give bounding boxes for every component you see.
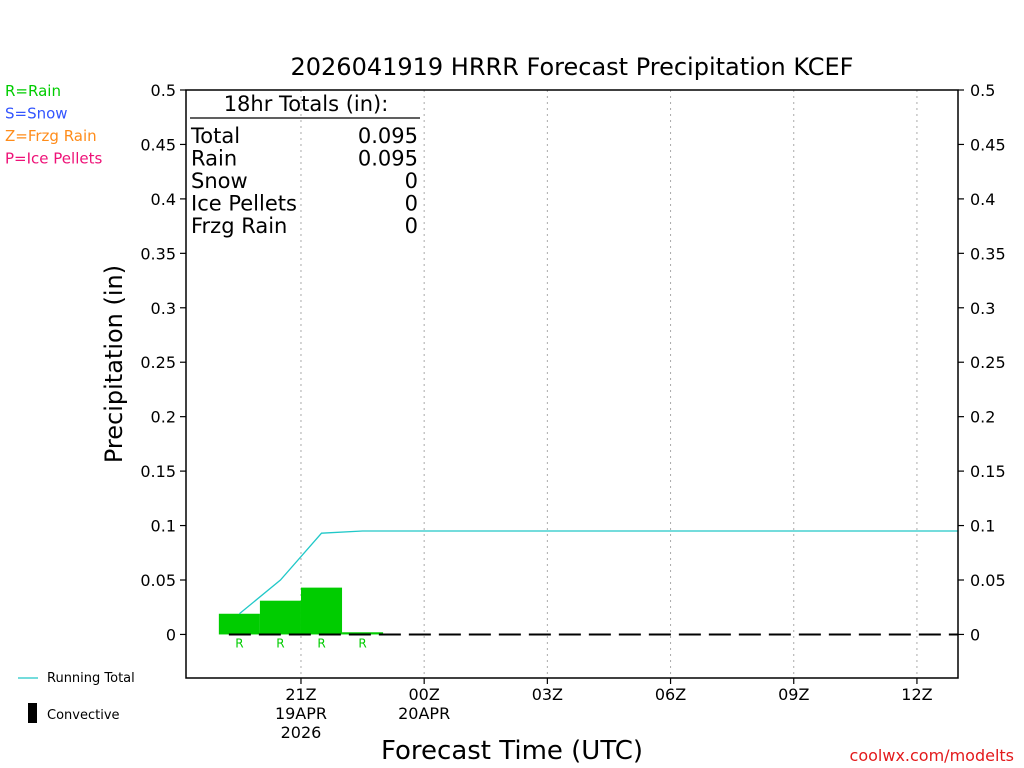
- ptype-legend-entry: S=Snow: [5, 105, 68, 123]
- y-tick-label-left: 0.4: [151, 190, 176, 209]
- series-legend: Running Total Convective: [18, 671, 135, 723]
- convective-legend-swatch: [28, 703, 37, 723]
- grid-lines: [300, 90, 918, 678]
- y-tick-label-right: 0.05: [970, 571, 1006, 590]
- x-axis-label: Forecast Time (UTC): [381, 736, 643, 766]
- x-tick-label: 21Z: [285, 685, 316, 704]
- totals-row-label: Total: [190, 124, 240, 148]
- totals-row-label: Snow: [191, 169, 248, 193]
- x-tick-label: 12Z: [901, 685, 932, 704]
- x-tick-label: 09Z: [778, 685, 809, 704]
- totals-row-label: Frzg Rain: [191, 214, 287, 238]
- y-tick-label-right: 0.3: [970, 299, 995, 318]
- convective-legend-label: Convective: [47, 708, 120, 723]
- y-tick-label-right: 0: [970, 625, 980, 644]
- totals-row-value: 0: [405, 169, 418, 193]
- y-tick-label-left: 0.05: [140, 571, 176, 590]
- x-tick-label: 20APR: [398, 704, 450, 723]
- y-tick-label-right: 0.15: [970, 462, 1006, 481]
- ptype-legend-entry: P=Ice Pellets: [5, 150, 102, 168]
- precip-bar: [342, 632, 384, 635]
- chart-title: 2026041919 HRRR Forecast Precipitation K…: [290, 53, 853, 81]
- precip-type-label: R: [358, 636, 366, 650]
- running-total-series: [238, 530, 958, 615]
- precip-bar: [259, 600, 301, 635]
- running-total-legend-label: Running Total: [47, 671, 135, 686]
- y-tick-label-right: 0.45: [970, 135, 1006, 154]
- precip-bar: [300, 587, 343, 635]
- y-tick-label-right: 0.2: [970, 408, 995, 427]
- x-tick-label: 19APR: [275, 704, 327, 723]
- credit-link[interactable]: coolwx.com/modelts: [850, 746, 1014, 765]
- totals-row-value: 0: [405, 214, 418, 238]
- precip-type-legend: R=Rain S=Snow Z=Frzg Rain P=Ice Pellets: [5, 82, 102, 168]
- precip-bars: [218, 587, 384, 635]
- running-total-line: [238, 530, 958, 615]
- y-tick-label-left: 0.2: [151, 408, 176, 427]
- totals-row-value: 0.095: [358, 124, 418, 148]
- y-tick-label-right: 0.4: [970, 190, 995, 209]
- y-tick-label-right: 0.35: [970, 244, 1006, 263]
- x-tick-label: 00Z: [409, 685, 440, 704]
- totals-box: 18hr Totals (in): Total 0.095 Rain 0.095 Snow…: [190, 92, 420, 238]
- y-tick-label-left: 0.5: [151, 81, 176, 100]
- precip-type-label: R: [317, 636, 325, 650]
- ptype-legend-entry: Z=Frzg Rain: [5, 127, 97, 145]
- ptype-legend-entry: R=Rain: [5, 82, 61, 100]
- y-tick-label-left: 0.1: [151, 517, 176, 536]
- precip-type-label: R: [276, 636, 284, 650]
- y-axis-label: Precipitation (in): [100, 265, 128, 463]
- y-tick-label-left: 0.15: [140, 462, 176, 481]
- precip-type-label: R: [235, 636, 243, 650]
- y-tick-label-left: 0.35: [140, 244, 176, 263]
- y-tick-label-left: 0: [166, 625, 176, 644]
- y-tick-label-left: 0.3: [151, 299, 176, 318]
- precip-bar: [218, 613, 260, 635]
- totals-header: 18hr Totals (in):: [224, 92, 389, 116]
- x-tick-label: 06Z: [655, 685, 686, 704]
- totals-row-value: 0.095: [358, 147, 418, 171]
- totals-row-label: Ice Pellets: [191, 192, 297, 216]
- y-tick-label-right: 0.5: [970, 81, 995, 100]
- y-tick-label-right: 0.1: [970, 517, 995, 536]
- y-tick-label-left: 0.45: [140, 135, 176, 154]
- y-axis-ticks: 0 00.05 0.050.1 0.10.15 0.150.2 0.20.25 0.250.…: [140, 81, 1005, 644]
- y-tick-label-right: 0.25: [970, 353, 1006, 372]
- y-tick-label-left: 0.25: [140, 353, 176, 372]
- x-tick-label: 2026: [281, 723, 322, 742]
- plot-frame: [185, 89, 959, 679]
- totals-row-label: Rain: [191, 147, 237, 171]
- totals-row-value: 0: [405, 192, 418, 216]
- x-tick-label: 03Z: [532, 685, 563, 704]
